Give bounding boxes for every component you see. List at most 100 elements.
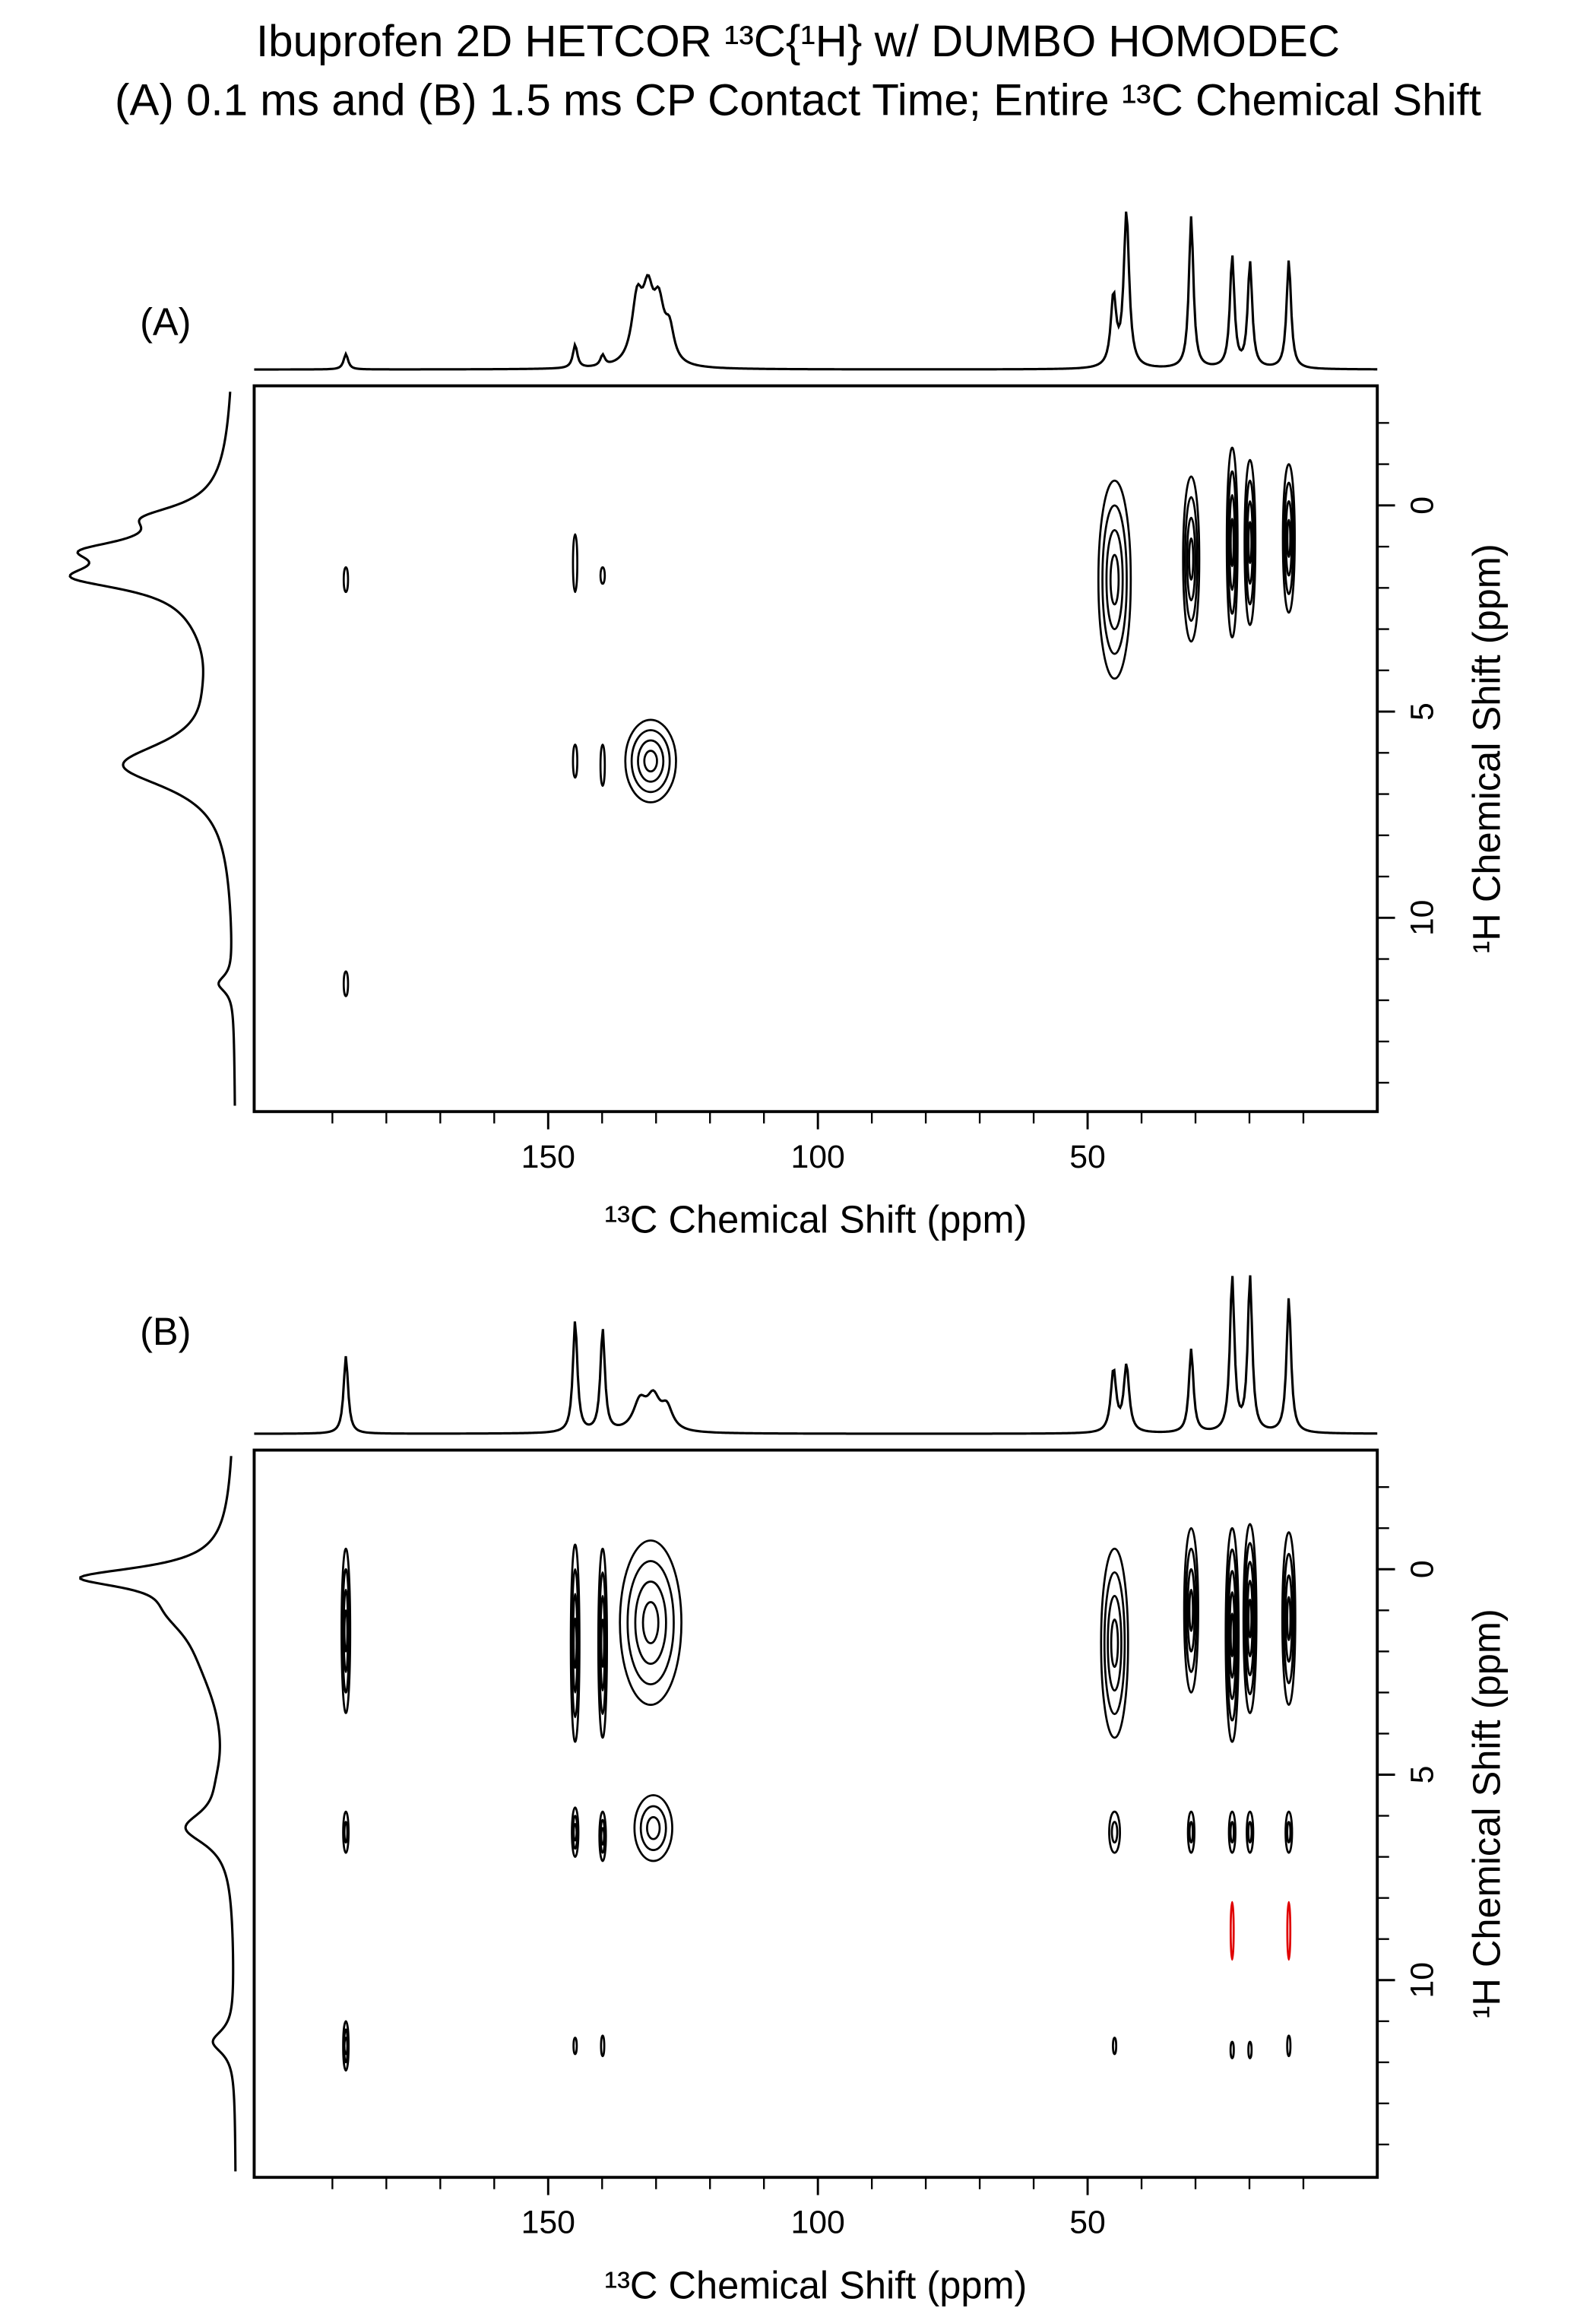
contour: [572, 743, 578, 779]
contour: [1247, 1821, 1253, 1844]
x-tick-label: 150: [521, 2205, 575, 2241]
contour: [342, 566, 350, 594]
contour: [1281, 1531, 1297, 1706]
contour: [1228, 493, 1237, 591]
contour: [1283, 481, 1295, 595]
contour: [1246, 1580, 1254, 1658]
contour: [1246, 1810, 1255, 1854]
contour: [639, 1805, 667, 1851]
x-tick-label: 150: [521, 1139, 575, 1175]
title-line: Ibuprofen 2D HETCOR ¹³C{¹H} w/ DUMBO HOM…: [256, 17, 1340, 66]
contour: [633, 1794, 673, 1862]
y-axis-label: ¹H Chemical Shift (ppm): [1465, 1609, 1508, 2018]
contour: [1183, 1526, 1199, 1694]
top-projection: [254, 1275, 1378, 1435]
plot-frame: [252, 1448, 1379, 2179]
contour: [1101, 504, 1128, 655]
contour: [1183, 496, 1199, 623]
y-tick-label: 5: [1404, 1766, 1441, 1784]
x-axis-label: ¹³C Chemical Shift (ppm): [604, 2263, 1027, 2306]
contour: [641, 1601, 660, 1644]
x-tick-label: 50: [1069, 1139, 1106, 1175]
contour: [630, 729, 671, 794]
contour: [1227, 1810, 1237, 1854]
contour: [1105, 529, 1124, 630]
contour: [1109, 553, 1120, 606]
y-tick-label: 10: [1404, 900, 1441, 937]
panel-label: (B): [140, 1310, 191, 1353]
contour: [1286, 2034, 1292, 2058]
contour: [599, 566, 606, 585]
x-tick-label: 100: [790, 1139, 844, 1175]
contour: [1110, 1618, 1119, 1668]
contour: [1286, 1821, 1292, 1844]
contour: [1225, 446, 1239, 639]
contour: [1247, 521, 1253, 565]
contour: [643, 750, 658, 773]
contour: [1110, 1821, 1119, 1844]
contour: [572, 1617, 578, 1669]
contour: [1227, 470, 1237, 615]
contour: [1186, 516, 1197, 601]
contour: [1229, 1900, 1235, 1961]
contour: [340, 1547, 352, 1714]
title-line: (A) 0.1 ms and (B) 1.5 ms CP Contact Tim…: [115, 76, 1481, 125]
contour: [1188, 537, 1195, 581]
contour: [1243, 1542, 1256, 1695]
contour: [1186, 1568, 1196, 1653]
contour: [597, 1547, 609, 1739]
contour: [1284, 1810, 1294, 1854]
y-tick-label: 5: [1404, 702, 1441, 721]
contour: [1286, 518, 1292, 559]
contour: [571, 1806, 580, 1858]
contour: [598, 1810, 607, 1862]
panel-label: (A): [140, 300, 191, 344]
y-tick-label: 10: [1404, 1962, 1441, 1999]
contour: [1284, 500, 1294, 577]
contour: [637, 739, 665, 783]
left-projection: [68, 392, 236, 1106]
contour: [1107, 1595, 1123, 1692]
contour: [1229, 2040, 1235, 2059]
x-tick-label: 100: [790, 2205, 844, 2241]
y-axis-label: ¹H Chemical Shift (ppm): [1465, 544, 1508, 953]
contour: [1112, 2037, 1118, 2056]
left-projection: [79, 1456, 237, 2172]
contour: [1281, 463, 1296, 614]
contour: [1229, 1821, 1235, 1844]
contour: [1188, 1588, 1195, 1632]
plot-frame: [252, 384, 1379, 1114]
contour: [619, 1539, 682, 1706]
contour: [1243, 458, 1257, 626]
contour: [1227, 1570, 1237, 1701]
contour: [1228, 1591, 1237, 1679]
contour: [624, 718, 677, 804]
contour: [1229, 1612, 1235, 1658]
contour: [1097, 479, 1132, 680]
contour: [1286, 1596, 1292, 1641]
contour: [600, 1618, 606, 1668]
top-projection: [254, 211, 1378, 371]
contour: [600, 2034, 606, 2058]
contour: [1100, 1547, 1129, 1739]
y-tick-label: 0: [1404, 1560, 1441, 1578]
contour: [634, 1580, 667, 1665]
x-tick-label: 50: [1069, 2205, 1106, 2241]
contour: [343, 2037, 349, 2056]
contour: [341, 1568, 350, 1694]
contour: [572, 2037, 578, 2056]
contour: [600, 1827, 606, 1846]
contour: [571, 1568, 580, 1719]
contour: [1182, 475, 1201, 643]
contour: [1108, 1810, 1122, 1854]
contour: [1229, 518, 1235, 568]
contour: [1188, 1821, 1194, 1844]
x-axis-label: ¹³C Chemical Shift (ppm): [604, 1197, 1027, 1241]
contour: [1186, 1810, 1195, 1854]
y-tick-label: 0: [1404, 496, 1441, 515]
contour: [1242, 1523, 1258, 1714]
contour: [1284, 1574, 1294, 1663]
contour: [1224, 1526, 1240, 1743]
